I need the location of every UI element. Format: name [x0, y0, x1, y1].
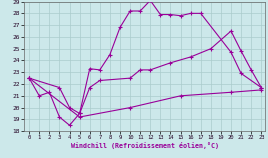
X-axis label: Windchill (Refroidissement éolien,°C): Windchill (Refroidissement éolien,°C)	[71, 142, 219, 149]
